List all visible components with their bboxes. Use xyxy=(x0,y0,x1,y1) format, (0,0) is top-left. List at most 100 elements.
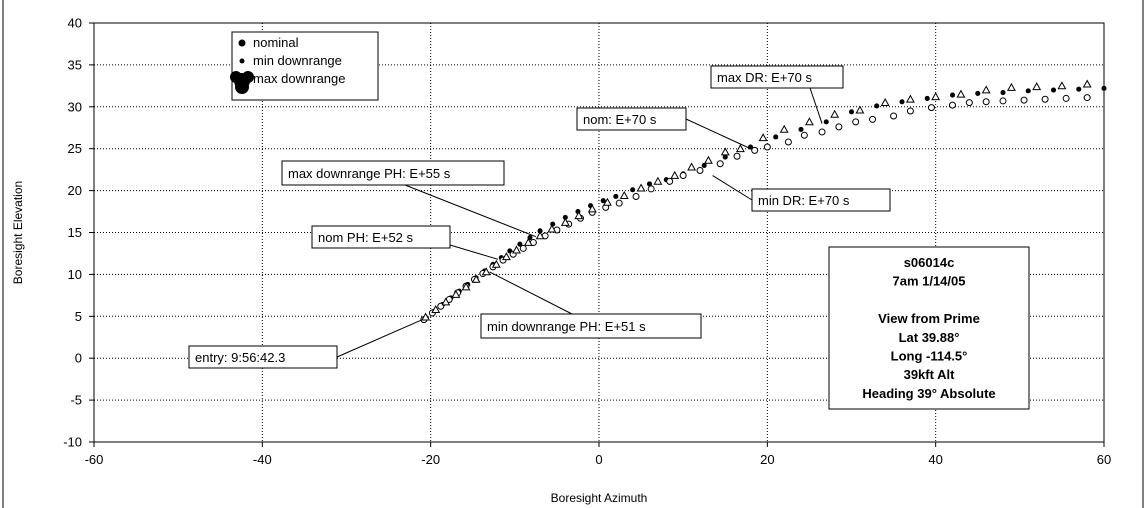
annotation-box-entry xyxy=(188,345,338,369)
legend-marker xyxy=(238,39,246,47)
data-point xyxy=(441,297,451,306)
legend-marker-blob xyxy=(235,80,249,94)
data-point xyxy=(763,143,771,151)
data-point xyxy=(982,98,990,106)
data-point xyxy=(574,211,584,220)
y-tick-label: -5 xyxy=(70,393,82,408)
data-point xyxy=(670,170,680,179)
data-point xyxy=(1101,85,1107,91)
data-point xyxy=(1041,95,1049,103)
info-box-line: Long -114.5° xyxy=(891,349,968,364)
info-box: s06014c 7am 1/14/05 View from Prime Lat 39.… xyxy=(828,246,1030,410)
data-point xyxy=(818,128,826,136)
data-point xyxy=(461,282,471,291)
annotations: entry: 9:56:42.3 nom PH: E+52 s max downra… xyxy=(188,65,891,369)
data-point xyxy=(1057,81,1067,90)
y-tick-label: 10 xyxy=(68,267,82,282)
data-point xyxy=(512,245,521,254)
data-point xyxy=(471,274,481,283)
data-point xyxy=(1000,90,1006,96)
data-point xyxy=(1006,82,1016,91)
data-point xyxy=(619,190,629,200)
y-tick-label: 30 xyxy=(68,99,82,114)
data-point xyxy=(869,115,877,123)
y-tick-label: 25 xyxy=(68,141,82,156)
legend-marker-blob xyxy=(230,71,242,83)
data-point xyxy=(550,221,556,227)
data-point xyxy=(703,155,713,164)
x-tick-label: -40 xyxy=(253,452,272,467)
y-tick-label: 40 xyxy=(68,16,82,31)
data-point xyxy=(1050,87,1057,93)
annotation-leader-nom-ph xyxy=(449,244,499,260)
data-point xyxy=(646,181,653,187)
data-point xyxy=(835,123,843,131)
annotation-label-nom-70: nom: E+70 s xyxy=(583,112,657,127)
data-point xyxy=(615,199,623,207)
annotation-box-maxdr-70 xyxy=(710,65,844,89)
data-point xyxy=(537,228,543,234)
series-max-downrange xyxy=(421,79,1092,321)
data-point xyxy=(1082,79,1092,88)
info-box-line: Heading 39° Absolute xyxy=(862,386,995,401)
data-point xyxy=(965,99,973,107)
data-point xyxy=(975,90,981,96)
data-point xyxy=(647,185,655,193)
data-point xyxy=(600,198,606,204)
y-tick-label: 0 xyxy=(75,351,82,366)
annotation-leader-mindr-70 xyxy=(712,175,753,201)
x-tick-label: 0 xyxy=(595,452,602,467)
data-point xyxy=(1025,88,1031,94)
annotation-leader-maxdr-70 xyxy=(809,87,823,124)
data-point xyxy=(562,214,568,220)
info-box-line: s06014c xyxy=(904,255,955,270)
data-point xyxy=(880,97,890,106)
data-point xyxy=(481,267,491,276)
data-point xyxy=(874,103,880,109)
data-point xyxy=(722,154,728,160)
annotation-label-entry: entry: 9:56:42.3 xyxy=(195,350,285,365)
annotation-label-max-ph: max downrange PH: E+55 s xyxy=(288,166,451,181)
data-point xyxy=(421,312,431,321)
data-point xyxy=(1076,86,1082,92)
data-point xyxy=(1083,94,1091,102)
x-tick-label: 40 xyxy=(928,452,942,467)
axis-ticks: -10 -5 0 5 10 15 20 25 30 35 40 -60 -40 -20 0 20 40 60 xyxy=(63,16,1111,468)
data-point xyxy=(899,99,905,105)
annotation-label-maxdr-70: max DR: E+70 s xyxy=(717,70,813,85)
legend-label: min downrange xyxy=(253,53,342,68)
legend-label: max downrange xyxy=(253,71,346,86)
data-point xyxy=(720,147,730,156)
data-point xyxy=(848,109,855,115)
annotation-leader-nom-70 xyxy=(685,118,750,149)
data-point xyxy=(696,166,704,174)
data-point xyxy=(956,89,966,98)
data-point xyxy=(830,109,840,118)
annotation-leader-entry xyxy=(336,319,423,358)
annotation-leader-min-ph xyxy=(489,271,573,315)
data-point xyxy=(519,244,527,252)
data-point xyxy=(602,197,612,206)
data-point xyxy=(451,289,461,298)
data-series xyxy=(420,79,1107,324)
data-point xyxy=(747,144,754,150)
x-tick-label: -20 xyxy=(421,452,440,467)
data-point xyxy=(906,107,914,115)
data-point xyxy=(716,160,724,168)
data-point xyxy=(1032,82,1042,91)
info-box-frame xyxy=(828,246,1030,410)
data-point xyxy=(1062,94,1070,102)
data-point xyxy=(890,112,898,120)
annotation-box-nom-70 xyxy=(576,107,687,131)
data-point xyxy=(784,138,792,146)
data-point xyxy=(431,304,441,313)
annotation-label-mindr-70: min DR: E+70 s xyxy=(758,193,850,208)
data-point xyxy=(701,162,707,169)
data-point xyxy=(931,92,941,101)
info-box-line: View from Prime xyxy=(878,311,980,326)
x-tick-label: 60 xyxy=(1097,452,1111,467)
info-box-line: 39kft Alt xyxy=(904,367,955,382)
legend-label: nominal xyxy=(253,35,299,50)
legend-box xyxy=(231,31,379,101)
